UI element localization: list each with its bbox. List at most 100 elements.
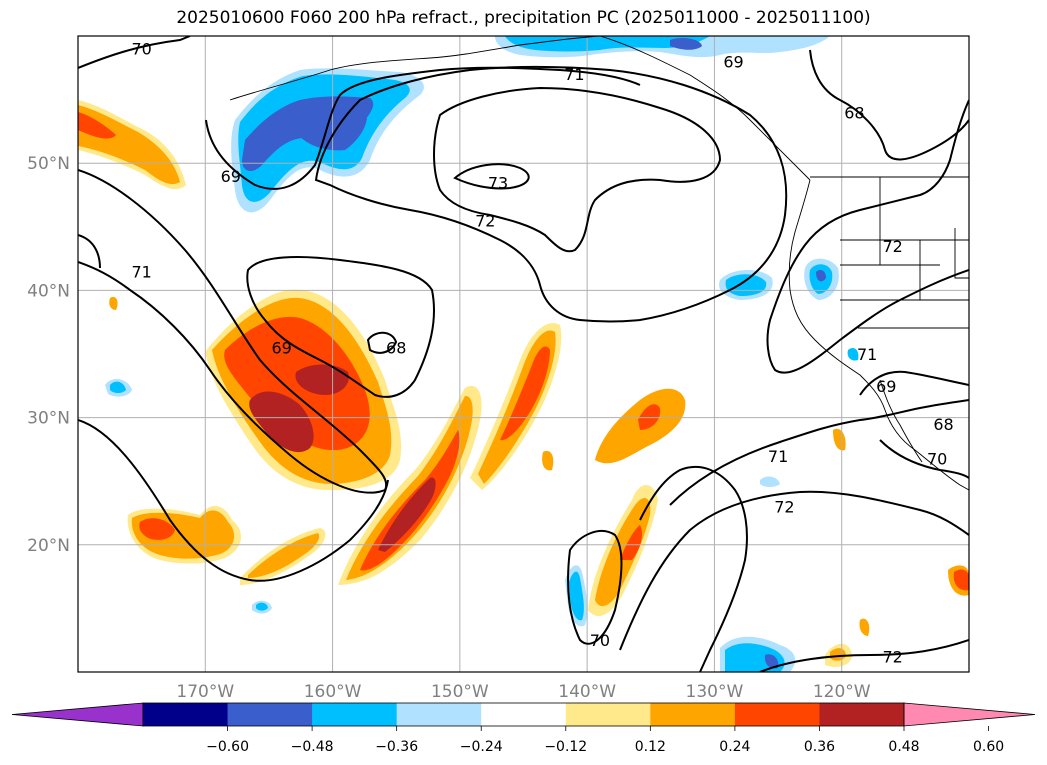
- colorbar-tick-label: −0.12: [544, 739, 587, 755]
- precip-region-positive: [78, 105, 180, 185]
- precipitation-field: [78, 36, 969, 672]
- contour-72-inner: [433, 86, 722, 253]
- precip-region-positive: [378, 477, 436, 552]
- contour-label: 69: [876, 377, 896, 396]
- contour-72-east: [619, 490, 969, 651]
- contour-72-se: [759, 639, 969, 672]
- contour-label: 71: [857, 345, 877, 364]
- colorbar: −0.60 −0.48 −0.36 −0.24 −0.12 0.12 0.24 0.36 0.4…: [11, 702, 1036, 755]
- coastline-alaska-panhandle: [599, 36, 811, 181]
- lon-tick-label: 160°W: [304, 682, 362, 702]
- contour-label: 68: [844, 103, 864, 122]
- precip-region-negative: [760, 476, 780, 487]
- contour-68-west: [246, 256, 435, 398]
- precip-region-positive: [542, 450, 554, 471]
- colorbar-extend-low: [11, 702, 144, 727]
- colorbar-tick-label: −0.24: [460, 739, 503, 755]
- precip-region-negative: [816, 270, 826, 282]
- precip-region-positive: [249, 391, 314, 453]
- precip-region-negative: [670, 38, 702, 50]
- precip-region-negative: [505, 36, 710, 52]
- lat-tick-label: 20°N: [27, 536, 70, 556]
- colorbar-swatch: [734, 703, 820, 726]
- lat-tick-label: 50°N: [27, 154, 70, 174]
- coastline-north-america-west: [788, 179, 969, 491]
- precip-region-negative: [110, 381, 126, 393]
- colorbar-swatch: [227, 703, 313, 726]
- precip-region-positive: [346, 395, 473, 580]
- contour-68-small: [366, 331, 398, 354]
- lat-tick-label: 40°N: [27, 281, 70, 301]
- lon-tick-label: 150°W: [431, 682, 489, 702]
- contour-72-ne: [766, 99, 969, 374]
- contour-73: [453, 163, 530, 190]
- contour-labels: 70 71 69 68 69 73 72 72 71 69 68 71 69 68 70 71 72 70 72: [131, 40, 953, 667]
- contour-label: 73: [488, 173, 508, 192]
- contour-label: 70: [590, 631, 610, 650]
- precip-region-positive: [248, 533, 320, 578]
- precip-region-positive: [78, 112, 116, 139]
- map-frame: [77, 35, 970, 673]
- precip-region-negative: [764, 654, 779, 669]
- refractivity-contours: [78, 36, 969, 672]
- colorbar-swatch: [565, 703, 651, 726]
- contour-label: 71: [564, 65, 584, 84]
- precip-region-positive: [500, 346, 550, 441]
- colorbar-swatch: [143, 703, 229, 726]
- colorbar-swatch: [650, 703, 736, 726]
- contour-71-east: [669, 399, 969, 506]
- lon-tick-label: 120°W: [813, 682, 871, 702]
- axis-ticks: 170°W 160°W 150°W 140°W 130°W 120°W 50°N 40°N 30…: [27, 154, 871, 702]
- contour-label: 72: [475, 211, 495, 230]
- contour-68-ne: [809, 49, 969, 161]
- precip-region-positive: [859, 618, 870, 636]
- contour-label: 71: [768, 447, 788, 466]
- contour-70-west: [78, 419, 389, 582]
- contour-label: 72: [774, 498, 794, 517]
- contour-label: 68: [386, 339, 406, 358]
- contour-72-main: [314, 66, 788, 323]
- precip-region-negative: [847, 348, 859, 361]
- contour-69-west-left: [78, 234, 101, 269]
- colorbar-tick-label: −0.60: [206, 739, 249, 755]
- contour-label: 70: [131, 40, 151, 59]
- colorbar-frame: [142, 702, 905, 727]
- colorbar-tick-label: 0.60: [973, 739, 1004, 755]
- coastlines: [229, 36, 969, 491]
- contour-70-south: [567, 530, 623, 645]
- map-title: 2025010600 F060 200 hPa refract., precip…: [176, 8, 871, 28]
- contour-label: 72: [882, 237, 902, 256]
- colorbar-tick-label: 0.36: [804, 739, 835, 755]
- precip-region-positive: [595, 497, 651, 607]
- precip-region-positive: [295, 364, 349, 395]
- colorbar-swatch: [312, 703, 398, 726]
- contour-label: 69: [271, 339, 291, 358]
- precip-region-positive: [620, 525, 643, 560]
- precip-region-negative: [296, 105, 368, 151]
- border-states: [840, 177, 969, 301]
- contour-72-south: [639, 465, 748, 672]
- precip-region-negative: [569, 571, 584, 621]
- contour-label: 72: [882, 648, 902, 667]
- contour-label: 69: [221, 167, 241, 186]
- lon-tick-label: 170°W: [176, 682, 234, 702]
- colorbar-swatch: [819, 703, 905, 726]
- precip-region-positive: [833, 428, 846, 451]
- colorbar-tick-label: 0.12: [635, 739, 666, 755]
- precip-region-positive: [109, 296, 118, 310]
- precip-region-positive: [224, 316, 370, 451]
- precip-region-positive: [139, 518, 175, 540]
- colorbar-tick-label: −0.48: [291, 739, 334, 755]
- contour-70-north: [78, 36, 191, 69]
- colorbar-swatch: [481, 703, 567, 726]
- lat-tick-label: 30°N: [27, 409, 70, 429]
- contour-label: 68: [933, 415, 953, 434]
- colorbar-tick-label: −0.36: [375, 739, 418, 755]
- precip-region-positive: [953, 569, 969, 591]
- contour-label: 71: [131, 262, 151, 281]
- colorbar-extend-high: [903, 702, 1036, 727]
- contour-label: 69: [723, 52, 743, 71]
- contour-label: 70: [927, 449, 947, 468]
- contour-70-east: [859, 370, 969, 479]
